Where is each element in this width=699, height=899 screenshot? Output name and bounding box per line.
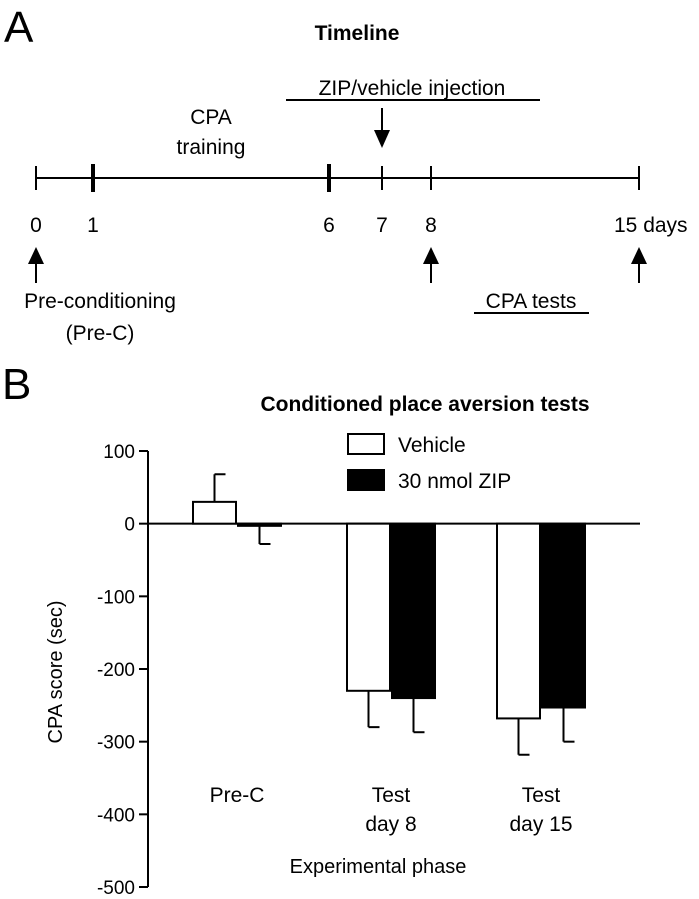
injection-label: ZIP/vehicle injection	[319, 77, 506, 100]
x-category-label: Test	[372, 784, 411, 807]
x-category-label: day 15	[509, 813, 572, 836]
x-category-label: Pre-C	[210, 784, 265, 807]
day-label-1: 1	[87, 214, 99, 237]
bar-vehicle-2	[496, 522, 541, 720]
day-label-6: 6	[323, 214, 335, 237]
legend-swatch	[347, 469, 385, 491]
preconditioning-label-line1: Pre-conditioning	[24, 290, 176, 313]
y-tick-label: -500	[97, 878, 135, 899]
preconditioning-label-line2: (Pre-C)	[66, 322, 135, 345]
x-axis-title: Experimental phase	[290, 856, 467, 878]
day-label-8: 8	[425, 214, 437, 237]
legend-label: Vehicle	[398, 434, 466, 457]
chart-title: Conditioned place aversion tests	[260, 393, 589, 416]
bar-vehicle-0	[192, 500, 237, 525]
cpa-training-label-line2: training	[177, 136, 246, 159]
y-tick-label: -200	[97, 660, 135, 681]
injection-arrow-head	[374, 130, 390, 148]
cpa-bar-chart: B Conditioned place aversion tests CPA s…	[2, 360, 640, 899]
timeline-title: Timeline	[315, 22, 400, 45]
y-axis-title: CPA score (sec)	[45, 601, 67, 744]
test-day8-arrow-head	[423, 247, 439, 264]
preconditioning-arrow-head	[28, 247, 44, 264]
day-label-7: 7	[376, 214, 388, 237]
day-label-15: 15 days	[614, 214, 688, 237]
cpa-training-label-line1: CPA	[190, 106, 232, 129]
bar-30-nmol-zip-0	[237, 522, 282, 527]
y-tick-label: 100	[103, 442, 135, 463]
panel-b-letter: B	[2, 360, 31, 409]
y-tick-label: -400	[97, 805, 135, 826]
test-day15-arrow-head	[631, 247, 647, 264]
y-tick-label: -100	[97, 587, 135, 608]
x-category-label: day 8	[365, 813, 416, 836]
legend-swatch	[347, 433, 385, 455]
cpa-tests-label: CPA tests	[486, 290, 577, 313]
panel-a-letter: A	[4, 3, 34, 52]
y-tick-label: -300	[97, 733, 135, 754]
bar-30-nmol-zip-2	[541, 522, 586, 709]
x-category-label: Test	[522, 784, 561, 807]
legend-label: 30 nmol ZIP	[398, 470, 511, 493]
bar-30-nmol-zip-1	[391, 522, 436, 700]
bar-vehicle-1	[346, 522, 391, 692]
day-label-0: 0	[30, 214, 42, 237]
y-tick-label: 0	[124, 515, 135, 536]
